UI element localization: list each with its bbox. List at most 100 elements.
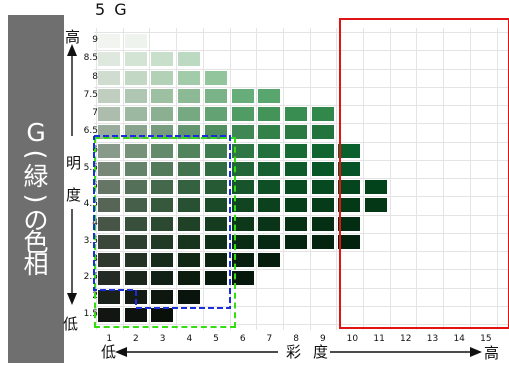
- color-chip: [204, 70, 227, 85]
- color-chip: [124, 180, 147, 194]
- color-chip: [98, 216, 120, 231]
- x-tick-label: 1: [106, 334, 113, 344]
- y-tick-label: 6.5: [83, 126, 98, 137]
- color-chip: [151, 180, 174, 194]
- color-chip: [98, 180, 120, 194]
- color-chip: [311, 234, 334, 249]
- grid-line-vertical: [309, 28, 311, 330]
- grid-line-vertical: [496, 28, 498, 330]
- grid-line-vertical: [336, 28, 338, 330]
- y-axis-high-label: 高: [65, 28, 81, 46]
- color-chip: [178, 234, 201, 249]
- color-chip: [258, 143, 281, 158]
- color-chip: [151, 107, 174, 121]
- x-axis-title-char-2: 度: [313, 343, 329, 361]
- x-tick-label: 13: [426, 334, 439, 344]
- color-chip: [231, 180, 254, 194]
- grid-line-vertical: [122, 28, 124, 330]
- color-chip: [231, 234, 254, 249]
- color-chip: [98, 289, 120, 304]
- color-chip: [231, 216, 254, 231]
- color-chip: [258, 180, 281, 194]
- y-tick-label: 5.5: [83, 162, 98, 173]
- x-tick-label: 12: [400, 334, 412, 344]
- y-tick-label: 8: [92, 71, 98, 82]
- grid-line-horizontal: [94, 214, 508, 216]
- color-chip: [178, 216, 201, 231]
- x-tick-label: 8: [293, 334, 299, 344]
- grid-line-horizontal: [94, 251, 508, 252]
- x-tick-label: 2: [133, 334, 139, 344]
- color-chip: [231, 161, 254, 176]
- color-chip: [338, 234, 361, 249]
- grid-line-horizontal: [94, 269, 508, 271]
- hue-title: 5 G: [95, 0, 129, 19]
- color-chip: [124, 234, 147, 249]
- y-tick-label: 2.5: [83, 272, 98, 283]
- grid-line-vertical: [202, 28, 204, 330]
- color-chip: [178, 289, 201, 304]
- color-chip: [178, 180, 201, 194]
- color-chip: [124, 34, 147, 48]
- hue-label-char: G: [26, 118, 46, 147]
- color-chip: [151, 52, 174, 67]
- y-tick-label: 9: [92, 35, 98, 45]
- x-tick-label: 6: [239, 334, 246, 344]
- grid-line-vertical: [363, 28, 364, 330]
- color-chip: [311, 198, 334, 213]
- grid-line-horizontal: [94, 86, 508, 88]
- color-chip: [151, 216, 174, 231]
- x-axis-high-label: 高: [484, 344, 500, 362]
- grid-line-horizontal: [94, 178, 508, 179]
- color-chip: [98, 143, 120, 158]
- color-chip: [204, 161, 227, 176]
- color-chip: [178, 143, 201, 158]
- color-chip: [124, 198, 147, 213]
- y-axis-up-arrow: [67, 44, 77, 136]
- hue-label-band: G(緑) の色相: [8, 15, 64, 363]
- color-chip: [178, 161, 201, 176]
- color-chip: [311, 125, 334, 140]
- grid-line-horizontal: [94, 159, 508, 161]
- y-tick-label: 8.5: [83, 53, 98, 64]
- color-chip: [151, 253, 174, 267]
- color-chip: [204, 234, 227, 249]
- color-chip: [258, 198, 281, 213]
- color-chip: [204, 107, 227, 121]
- x-axis-left-arrow: [115, 347, 278, 357]
- color-chip: [338, 216, 361, 231]
- color-chip: [178, 107, 201, 121]
- color-chip: [98, 198, 120, 213]
- grid-line-horizontal: [94, 324, 508, 325]
- color-chip: [98, 34, 120, 48]
- grid-line-vertical: [443, 28, 445, 330]
- color-chip: [311, 107, 334, 121]
- hue-label-char: 色: [23, 228, 49, 257]
- color-chip: [98, 161, 120, 176]
- color-chip: [124, 107, 147, 121]
- color-chip: [204, 271, 227, 286]
- y-axis-low-label: 低: [63, 315, 79, 333]
- color-chip: [151, 88, 174, 103]
- color-chip: [338, 161, 361, 176]
- color-chip: [124, 143, 147, 158]
- y-tick-label: 1.5: [83, 308, 98, 319]
- grid-line-horizontal: [94, 123, 508, 125]
- color-chip: [365, 198, 387, 213]
- color-chip: [151, 198, 174, 213]
- color-chip: [204, 143, 227, 158]
- color-chip: [284, 125, 307, 140]
- color-chip: [258, 216, 281, 231]
- color-chip: [231, 107, 254, 121]
- color-chip: [98, 307, 120, 322]
- color-chip: [178, 70, 201, 85]
- color-chip: [98, 271, 120, 286]
- x-tick-label: 15: [480, 334, 492, 344]
- grid-line-horizontal: [94, 232, 508, 234]
- color-chip: [151, 161, 174, 176]
- color-chip: [178, 88, 201, 103]
- color-chip: [284, 198, 307, 213]
- x-tick-label: 5: [213, 334, 219, 344]
